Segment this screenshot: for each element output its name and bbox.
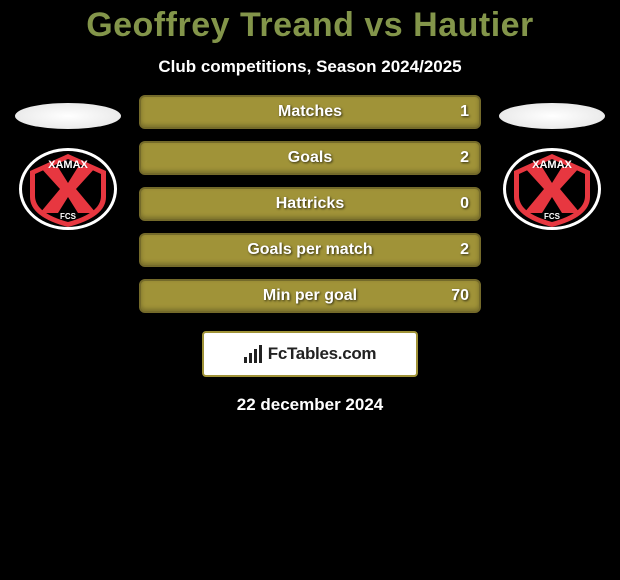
svg-text:XAMAX: XAMAX [48,159,88,171]
player-right-column: XAMAX FCS [495,103,609,231]
player-left-photo-placeholder [15,103,121,129]
stat-label: Min per goal [141,287,479,305]
date-line: 22 december 2024 [0,395,620,415]
brand-badge: FcTables.com [202,331,418,377]
svg-text:FCS: FCS [60,212,77,221]
club-logo-right: XAMAX FCS [502,147,602,231]
svg-text:XAMAX: XAMAX [532,159,572,171]
stat-label: Goals per match [141,241,479,259]
stat-row-min-per-goal: Min per goal 70 [139,279,481,313]
club-logo-left: XAMAX FCS [18,147,118,231]
stat-value-right: 1 [460,103,469,121]
stat-row-hattricks: Hattricks 0 [139,187,481,221]
player-right-photo-placeholder [499,103,605,129]
stats-list: Matches 1 Goals 2 Hattricks 0 Goals per … [139,95,481,313]
stat-row-goals: Goals 2 [139,141,481,175]
chart-icon [244,345,262,363]
stat-label: Hattricks [141,195,479,213]
stat-value-right: 2 [460,149,469,167]
stat-label: Goals [141,149,479,167]
subtitle: Club competitions, Season 2024/2025 [0,57,620,77]
svg-text:FCS: FCS [544,212,561,221]
stat-value-right: 0 [460,195,469,213]
stat-value-right: 2 [460,241,469,259]
stat-value-right: 70 [451,287,469,305]
content-row: XAMAX FCS Matches 1 Goals 2 Hattricks 0 [0,103,620,313]
player-left-column: XAMAX FCS [11,103,125,231]
comparison-card: Geoffrey Treand vs Hautier Club competit… [0,0,620,415]
stat-label: Matches [141,103,479,121]
page-title: Geoffrey Treand vs Hautier [0,6,620,45]
stat-row-matches: Matches 1 [139,95,481,129]
stat-row-goals-per-match: Goals per match 2 [139,233,481,267]
brand-text: FcTables.com [268,344,377,364]
